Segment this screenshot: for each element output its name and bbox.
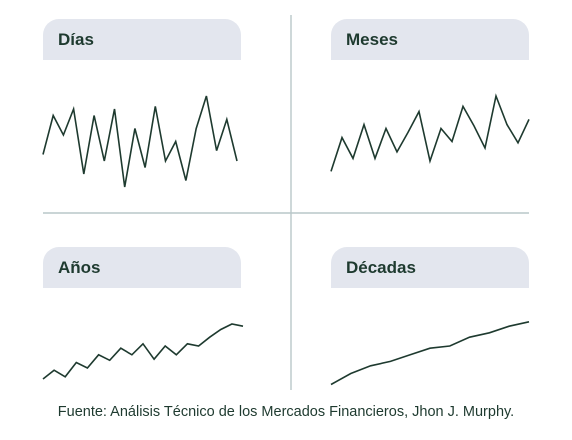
panel-title-anos: Años: [43, 247, 241, 288]
panel-title-decadas: Décadas: [331, 247, 529, 288]
panel-title-dias: Días: [43, 19, 241, 60]
series-line-anos: [42, 323, 244, 380]
series-line-meses: [330, 93, 530, 172]
series-line-dias: [42, 95, 238, 188]
series-line-decadas: [330, 321, 530, 386]
panel-title-meses: Meses: [331, 19, 529, 60]
source-footnote: Fuente: Análisis Técnico de los Mercados…: [57, 404, 515, 420]
